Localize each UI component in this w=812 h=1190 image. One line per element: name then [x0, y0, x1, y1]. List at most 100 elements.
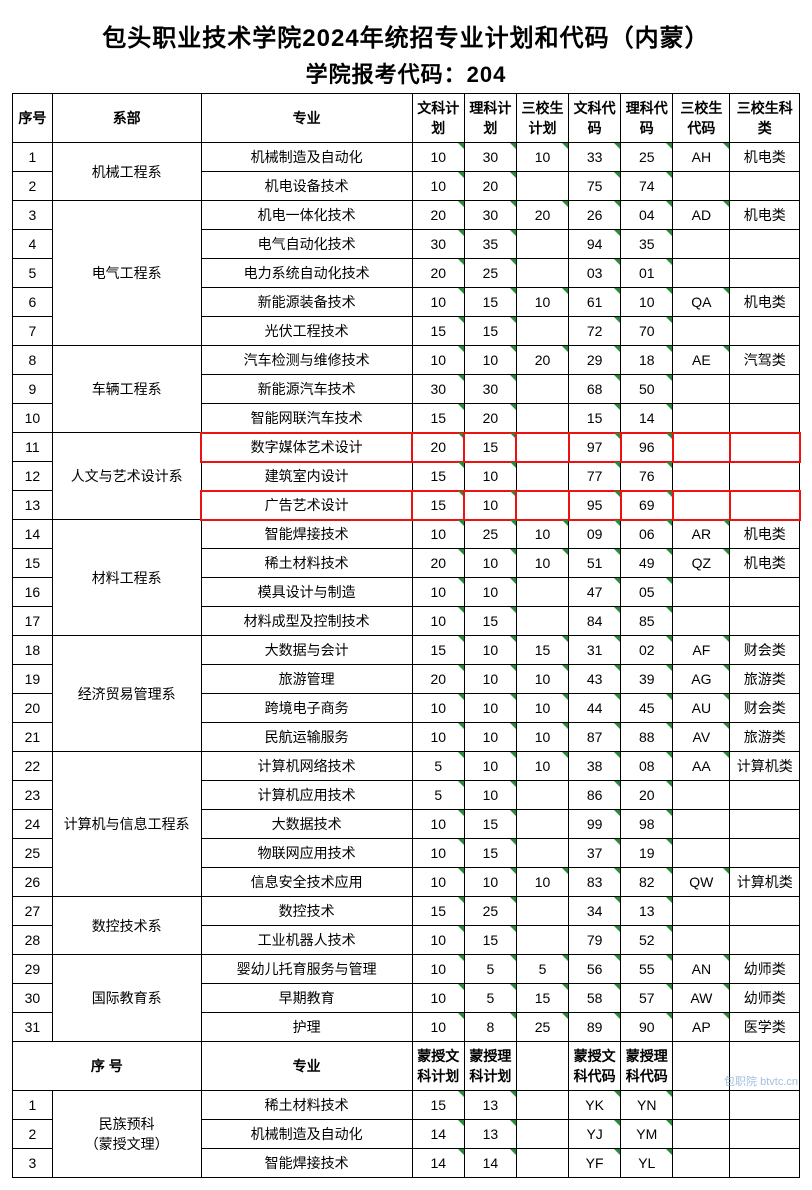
cell-c5: 55 — [621, 955, 673, 984]
cell-c3 — [516, 404, 568, 433]
cell-c2: 15 — [464, 317, 516, 346]
cell-major: 民航运输服务 — [201, 723, 412, 752]
cell-c6: AN — [673, 955, 730, 984]
cell-major: 新能源汽车技术 — [201, 375, 412, 404]
cell-seq: 10 — [13, 404, 53, 433]
cell-seq: 13 — [13, 491, 53, 520]
cell-c6 — [673, 404, 730, 433]
cell-c1: 10 — [412, 1013, 464, 1042]
cell-dept: 电气工程系 — [52, 201, 201, 346]
cell-c5: 45 — [621, 694, 673, 723]
cell-c7: 机电类 — [730, 143, 800, 172]
cell-seq: 28 — [13, 926, 53, 955]
table-row: 3电气工程系机电一体化技术2030202604AD机电类 — [13, 201, 800, 230]
cell-c7: 汽驾类 — [730, 346, 800, 375]
cell-c5: 19 — [621, 839, 673, 868]
cell-c6: AE — [673, 346, 730, 375]
cell-c6 — [673, 462, 730, 491]
cell-c6 — [673, 317, 730, 346]
cell-major: 婴幼儿托育服务与管理 — [201, 955, 412, 984]
cell-major: 物联网应用技术 — [201, 839, 412, 868]
cell-c5: 02 — [621, 636, 673, 665]
cell-major: 跨境电子商务 — [201, 694, 412, 723]
cell-dept: 经济贸易管理系 — [52, 636, 201, 752]
cell-seq: 11 — [13, 433, 53, 462]
cell-seq: 27 — [13, 897, 53, 926]
cell-c4: 97 — [569, 433, 621, 462]
cell-seq: 7 — [13, 317, 53, 346]
cell-c2: 10 — [464, 491, 516, 520]
cell-major: 护理 — [201, 1013, 412, 1042]
cell-c1: 15 — [412, 462, 464, 491]
cell-c1: 20 — [412, 549, 464, 578]
cell-c6 — [673, 491, 730, 520]
cell-c6 — [673, 172, 730, 201]
cell-c4: 34 — [569, 897, 621, 926]
cell-c7 — [730, 317, 800, 346]
enrollment-table: 序号 系部 专业 文科计划 理科计划 三校生计划 文科代码 理科代码 三校生代码… — [12, 93, 800, 1178]
cell-c2: 14 — [464, 1149, 516, 1178]
table-row: 11人文与艺术设计系数字媒体艺术设计20159796 — [13, 433, 800, 462]
cell-c3 — [516, 607, 568, 636]
cell-c4: 33 — [569, 143, 621, 172]
cell-c3 — [516, 897, 568, 926]
cell-seq: 19 — [13, 665, 53, 694]
cell-c2: 13 — [464, 1091, 516, 1120]
cell-c4: 77 — [569, 462, 621, 491]
cell-major: 智能网联汽车技术 — [201, 404, 412, 433]
cell-c6: AP — [673, 1013, 730, 1042]
header2-c2: 蒙授理科计划 — [464, 1042, 516, 1091]
cell-c7: 机电类 — [730, 549, 800, 578]
cell-c3: 10 — [516, 723, 568, 752]
cell-blank — [516, 1120, 568, 1149]
cell-c2: 30 — [464, 201, 516, 230]
cell-c2: 15 — [464, 810, 516, 839]
cell-c3: 10 — [516, 665, 568, 694]
cell-c1: 14 — [412, 1120, 464, 1149]
cell-c1: 10 — [412, 955, 464, 984]
cell-c4: 15 — [569, 404, 621, 433]
cell-c4: 43 — [569, 665, 621, 694]
cell-major: 稀土材料技术 — [201, 1091, 412, 1120]
cell-c6: AA — [673, 752, 730, 781]
cell-major: 数字媒体艺术设计 — [201, 433, 412, 462]
table-row: 18经济贸易管理系大数据与会计1510153102AF财会类 — [13, 636, 800, 665]
cell-c1: 5 — [412, 781, 464, 810]
cell-dept: 材料工程系 — [52, 520, 201, 636]
cell-c6: AG — [673, 665, 730, 694]
cell-c2: 10 — [464, 462, 516, 491]
header2-seq: 序 号 — [13, 1042, 202, 1091]
cell-c7 — [730, 491, 800, 520]
cell-major: 材料成型及控制技术 — [201, 607, 412, 636]
cell-blank — [673, 1149, 730, 1178]
cell-c7 — [730, 462, 800, 491]
cell-major: 机械制造及自动化 — [201, 1120, 412, 1149]
cell-c2: 10 — [464, 578, 516, 607]
table-row: 22计算机与信息工程系计算机网络技术510103808AA计算机类 — [13, 752, 800, 781]
cell-seq: 4 — [13, 230, 53, 259]
cell-seq: 24 — [13, 810, 53, 839]
cell-c4: 75 — [569, 172, 621, 201]
cell-c4: YJ — [569, 1120, 621, 1149]
table-row: 27数控技术系数控技术15253413 — [13, 897, 800, 926]
cell-c4: 26 — [569, 201, 621, 230]
cell-c2: 10 — [464, 752, 516, 781]
cell-c1: 10 — [412, 868, 464, 897]
cell-c5: 05 — [621, 578, 673, 607]
cell-seq: 26 — [13, 868, 53, 897]
cell-c7 — [730, 433, 800, 462]
cell-c7 — [730, 230, 800, 259]
cell-c6: AF — [673, 636, 730, 665]
cell-c2: 8 — [464, 1013, 516, 1042]
cell-c4: 09 — [569, 520, 621, 549]
cell-dept: 机械工程系 — [52, 143, 201, 201]
cell-c2: 5 — [464, 984, 516, 1013]
header-c7: 三校生科类 — [730, 94, 800, 143]
cell-major: 计算机应用技术 — [201, 781, 412, 810]
cell-c5: 69 — [621, 491, 673, 520]
header-c5: 理科代码 — [621, 94, 673, 143]
cell-c1: 20 — [412, 201, 464, 230]
cell-major: 机电设备技术 — [201, 172, 412, 201]
header-c6: 三校生代码 — [673, 94, 730, 143]
cell-c4: YK — [569, 1091, 621, 1120]
